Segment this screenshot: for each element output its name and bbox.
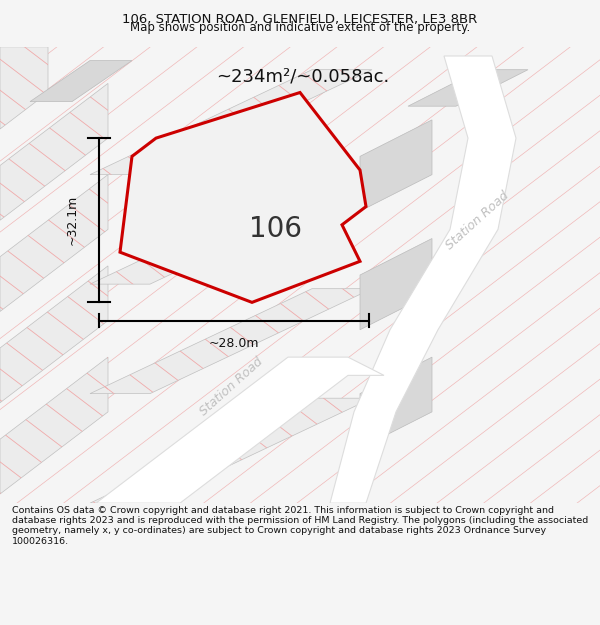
Polygon shape xyxy=(0,174,108,311)
Polygon shape xyxy=(408,69,528,106)
Polygon shape xyxy=(0,357,108,494)
Text: 106: 106 xyxy=(250,216,302,243)
Polygon shape xyxy=(30,61,132,102)
Polygon shape xyxy=(120,92,366,302)
Text: Station Road: Station Road xyxy=(443,189,511,252)
Polygon shape xyxy=(360,357,432,448)
Polygon shape xyxy=(0,47,48,129)
Text: ~234m²/~0.058ac.: ~234m²/~0.058ac. xyxy=(216,68,389,86)
Text: Map shows position and indicative extent of the property.: Map shows position and indicative extent… xyxy=(130,21,470,34)
Polygon shape xyxy=(90,179,372,284)
Polygon shape xyxy=(330,56,516,503)
Polygon shape xyxy=(90,69,372,174)
Polygon shape xyxy=(0,266,108,402)
Text: 106, STATION ROAD, GLENFIELD, LEICESTER, LE3 8BR: 106, STATION ROAD, GLENFIELD, LEICESTER,… xyxy=(122,13,478,26)
Text: ~28.0m: ~28.0m xyxy=(209,337,259,349)
Text: Contains OS data © Crown copyright and database right 2021. This information is : Contains OS data © Crown copyright and d… xyxy=(12,506,588,546)
Polygon shape xyxy=(0,83,108,220)
Polygon shape xyxy=(90,289,372,394)
Text: ~32.1m: ~32.1m xyxy=(65,195,79,246)
Polygon shape xyxy=(90,398,372,503)
Polygon shape xyxy=(96,357,384,503)
Polygon shape xyxy=(360,120,432,211)
Polygon shape xyxy=(360,239,432,330)
Text: Station Road: Station Road xyxy=(197,355,265,418)
